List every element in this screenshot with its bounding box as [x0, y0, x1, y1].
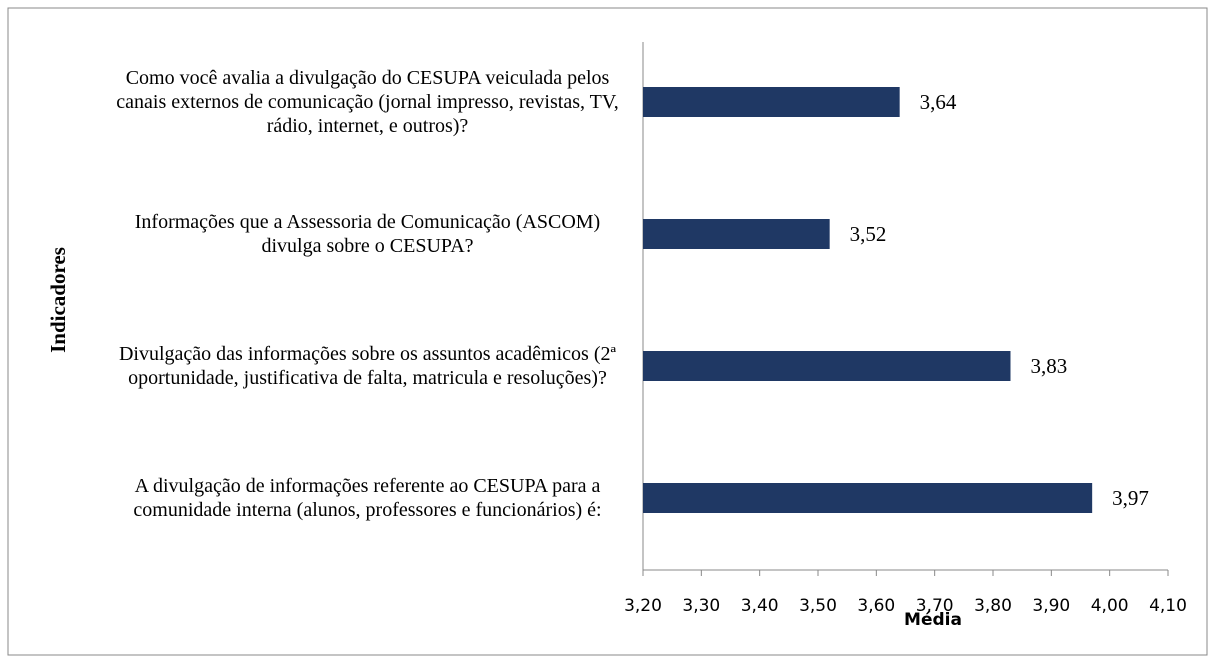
bar [643, 219, 830, 249]
value-label: 3,64 [920, 90, 957, 114]
x-tick-label: 3,80 [974, 596, 1012, 616]
category-label: Informações que a Assessoria de Comunica… [134, 211, 601, 257]
bar [643, 351, 1011, 381]
y-axis-title: Indicadores [46, 247, 70, 353]
x-axis-title: Média [904, 610, 962, 630]
category-label: Como você avalia a divulgação do CESUPA … [116, 67, 619, 137]
category-label: Divulgação das informações sobre os assu… [118, 343, 617, 389]
x-tick-label: 3,70 [916, 596, 954, 616]
value-label: 3,97 [1112, 486, 1149, 510]
x-tick-label: 3,20 [624, 596, 662, 616]
x-tick-label: 3,60 [857, 596, 895, 616]
x-tick-label: 3,50 [799, 596, 837, 616]
value-label: 3,83 [1031, 354, 1068, 378]
chart-frame [7, 7, 1208, 656]
value-label: 3,52 [850, 222, 887, 246]
x-tick-label: 3,30 [682, 596, 720, 616]
category-label-box: Informações que a Assessoria de Comunica… [134, 211, 601, 257]
category-label-box: A divulgação de informações referente ao… [133, 475, 602, 521]
category-label-box: Como você avalia a divulgação do CESUPA … [116, 67, 619, 137]
x-tick-label: 3,90 [1032, 596, 1070, 616]
x-tick-label: 3,40 [741, 596, 779, 616]
category-label: A divulgação de informações referente ao… [133, 475, 602, 521]
bar [643, 87, 900, 117]
x-tick-label: 4,00 [1091, 596, 1129, 616]
bar [643, 483, 1093, 513]
category-label-box: Divulgação das informações sobre os assu… [118, 343, 617, 389]
x-tick-label: 4,10 [1149, 596, 1187, 616]
